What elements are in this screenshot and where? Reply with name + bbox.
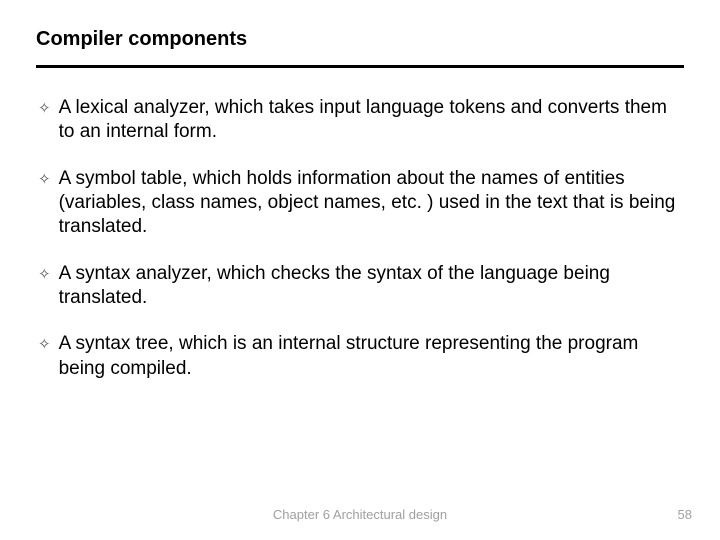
bullet-item: ✧ A lexical analyzer, which takes input …: [38, 96, 684, 145]
footer-text: Chapter 6 Architectural design: [273, 507, 447, 522]
bullet-text: A syntax analyzer, which checks the synt…: [59, 262, 684, 311]
bullet-marker-icon: ✧: [38, 99, 51, 118]
slide-title: Compiler components: [36, 28, 684, 51]
bullet-text: A symbol table, which holds information …: [59, 167, 684, 240]
title-divider: [36, 65, 684, 68]
footer: Chapter 6 Architectural design 58: [0, 507, 720, 522]
bullet-item: ✧ A syntax analyzer, which checks the sy…: [38, 262, 684, 311]
bullet-marker-icon: ✧: [38, 170, 51, 189]
bullet-marker-icon: ✧: [38, 265, 51, 284]
bullet-item: ✧ A symbol table, which holds informatio…: [38, 167, 684, 240]
page-number: 58: [678, 507, 692, 522]
bullet-item: ✧ A syntax tree, which is an internal st…: [38, 332, 684, 381]
bullet-list: ✧ A lexical analyzer, which takes input …: [36, 96, 684, 381]
bullet-marker-icon: ✧: [38, 335, 51, 354]
bullet-text: A syntax tree, which is an internal stru…: [59, 332, 684, 381]
bullet-text: A lexical analyzer, which takes input la…: [59, 96, 684, 145]
